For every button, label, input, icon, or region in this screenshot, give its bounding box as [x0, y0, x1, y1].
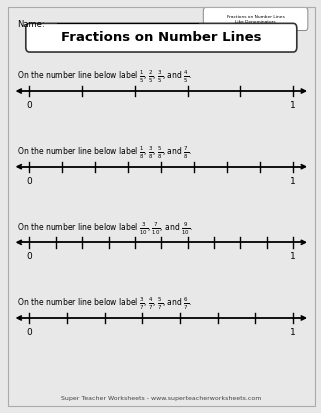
Text: 0: 0	[27, 328, 32, 337]
Text: 1: 1	[290, 177, 296, 185]
Text: Fractions on Number Lines: Fractions on Number Lines	[61, 31, 262, 44]
Text: 1: 1	[290, 101, 296, 110]
Text: Name:: Name:	[17, 20, 45, 29]
Text: 0: 0	[27, 101, 32, 110]
Text: On the number line below label $\frac{3}{7}$, $\frac{4}{7}$, $\frac{5}{7}$, and : On the number line below label $\frac{3}…	[17, 296, 192, 312]
Text: Super Teacher Worksheets - www.superteacherworksheets.com: Super Teacher Worksheets - www.superteac…	[61, 396, 262, 401]
FancyBboxPatch shape	[203, 7, 308, 31]
Text: Fractions on Number Lines: Fractions on Number Lines	[227, 15, 284, 19]
Text: On the number line below label $\frac{1}{8}$, $\frac{3}{8}$, $\frac{5}{8}$, and : On the number line below label $\frac{1}…	[17, 145, 192, 161]
Text: Like Denominators: Like Denominators	[235, 20, 276, 24]
Text: 0: 0	[27, 252, 32, 261]
Text: 0: 0	[27, 177, 32, 185]
FancyBboxPatch shape	[26, 24, 297, 52]
Text: 1: 1	[290, 252, 296, 261]
Text: On the number line below label $\frac{1}{5}$, $\frac{2}{5}$, $\frac{3}{5}$, and : On the number line below label $\frac{1}…	[17, 69, 192, 85]
Text: On the number line below label $\frac{3}{10}$, $\frac{7}{10}$, and $\frac{9}{10}: On the number line below label $\frac{3}…	[17, 221, 193, 237]
Text: 1: 1	[290, 328, 296, 337]
